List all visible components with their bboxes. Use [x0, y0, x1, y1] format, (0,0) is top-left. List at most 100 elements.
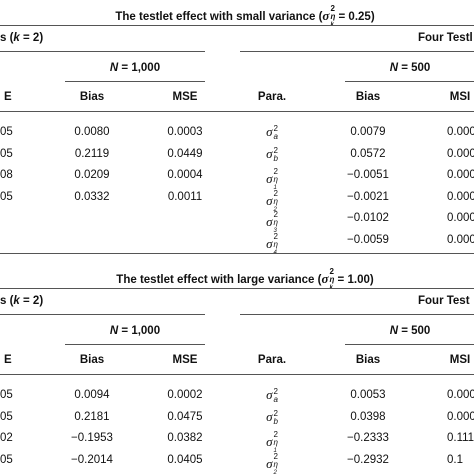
- title-rest: = 1.00): [334, 274, 374, 287]
- cell: 0.0094: [74, 388, 109, 402]
- subscript-base: a: [273, 395, 278, 404]
- group-rest: = 1,000: [118, 62, 161, 74]
- cell: 0.000: [447, 126, 474, 138]
- cell: 0.0475: [167, 410, 202, 424]
- cell: 0.0080: [74, 126, 110, 138]
- group-rest: = 1,000: [118, 325, 161, 337]
- subscript-base: η: [273, 175, 278, 184]
- cell: 0.0011: [167, 190, 203, 203]
- cell: 05: [0, 389, 13, 401]
- section-title: The testlet effect with large variance (…: [116, 268, 373, 292]
- column-header: Bias: [79, 91, 105, 103]
- symbol: σ: [266, 214, 273, 230]
- cell: 0.0332: [74, 190, 110, 203]
- cell: 0.0405: [167, 453, 203, 466]
- cell: 05: [0, 453, 13, 467]
- column-header: MSI: [449, 354, 471, 366]
- superscript: 2: [273, 124, 278, 133]
- subscript-base: b: [273, 416, 278, 426]
- column-header: MSE: [172, 91, 198, 103]
- title-text: The testlet effect with large variance (: [116, 274, 322, 287]
- cell: 05: [0, 388, 13, 402]
- cell: −0.0102: [347, 211, 389, 225]
- cell: 0.000: [447, 190, 474, 204]
- cell: 0.0079: [350, 126, 386, 138]
- cell: 0.000: [447, 388, 474, 402]
- subscript-base: η: [329, 275, 335, 284]
- cell: −0.0102: [347, 212, 389, 224]
- cell: 0.0405: [167, 453, 202, 467]
- cell: 0.000: [447, 389, 474, 401]
- cell: −0.0059: [347, 233, 389, 246]
- cell: 0.0382: [167, 431, 202, 445]
- header-var: k: [13, 295, 20, 307]
- section-title: The testlet effect with small variance (…: [115, 5, 374, 29]
- right-header: Four Testl: [418, 31, 473, 45]
- superscript: 2: [273, 145, 278, 155]
- cell: −0.2333: [347, 432, 389, 444]
- subscript-index: 2: [273, 469, 277, 474]
- title-rest: = 0.25): [335, 11, 375, 24]
- column-header: Bias: [356, 353, 380, 367]
- header-pre: s (: [0, 32, 14, 44]
- cell: 05: [0, 410, 13, 423]
- cell: 02: [0, 432, 13, 444]
- subscript: a: [273, 396, 277, 404]
- rule-line: [0, 111, 474, 112]
- symbol: σ: [266, 408, 273, 424]
- superscript: 2: [273, 231, 278, 241]
- cell: 0.000: [447, 212, 474, 224]
- symbol: σ: [266, 434, 273, 450]
- cell: 0.0094: [74, 389, 110, 401]
- cell: 05: [0, 410, 13, 424]
- column-header: Bias: [355, 354, 381, 366]
- cell: 05: [0, 126, 13, 138]
- cell: 0.0053: [350, 388, 385, 402]
- cell: 05: [0, 190, 13, 204]
- header-var: k: [13, 32, 20, 44]
- column-header: Para.: [257, 354, 287, 366]
- cell: 0.0002: [167, 388, 202, 402]
- right-header: Four Test: [418, 294, 470, 308]
- column-header: Bias: [80, 90, 104, 104]
- cell: 0.0475: [167, 410, 203, 423]
- cell: −0.2014: [71, 453, 113, 467]
- rule-line: [0, 288, 474, 289]
- column-header: E: [4, 353, 12, 367]
- cell: 0.000: [447, 233, 474, 246]
- subscript-base: η: [273, 438, 278, 447]
- header-pre: s (: [0, 295, 14, 307]
- group-var: N: [389, 62, 399, 74]
- cell: −0.0021: [347, 190, 389, 204]
- group-header: N = 1,000: [110, 324, 160, 338]
- subscript-base: b: [273, 153, 278, 163]
- cell: 05: [0, 147, 13, 161]
- cell: 0.0382: [167, 432, 203, 444]
- rule-line: [65, 344, 205, 345]
- cell: −0.0051: [347, 169, 389, 181]
- subscript: b: [273, 153, 278, 163]
- cell: 0.1: [447, 453, 463, 467]
- cell: −0.2333: [347, 431, 389, 445]
- cell: 0.2119: [74, 147, 110, 160]
- column-header: MSI: [450, 90, 470, 104]
- title-text: The testlet effect with small variance (: [115, 11, 323, 24]
- cell: 0.000: [447, 125, 474, 139]
- column-header: E: [4, 354, 12, 366]
